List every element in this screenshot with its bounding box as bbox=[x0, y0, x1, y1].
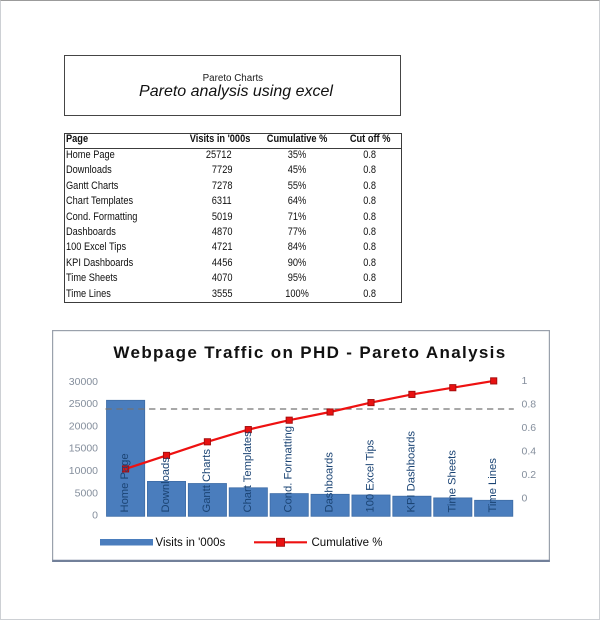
svg-text:Webpage Traffic on PHD - Paret: Webpage Traffic on PHD - Pareto Analysis bbox=[113, 343, 506, 362]
svg-text:Gantt Charts: Gantt Charts bbox=[201, 449, 213, 513]
svg-text:Visits in '000s: Visits in '000s bbox=[156, 537, 226, 549]
svg-text:0: 0 bbox=[92, 510, 98, 522]
svg-text:Cond. Formatting: Cond. Formatting bbox=[283, 426, 295, 512]
svg-text:Dashboards: Dashboards bbox=[324, 452, 336, 513]
svg-text:20000: 20000 bbox=[69, 420, 98, 432]
svg-text:10000: 10000 bbox=[69, 465, 98, 477]
svg-text:Cumulative %: Cumulative % bbox=[312, 537, 383, 549]
svg-text:100 Excel Tips: 100 Excel Tips bbox=[365, 439, 377, 512]
svg-text:0.4: 0.4 bbox=[522, 446, 537, 458]
svg-text:Home Page: Home Page bbox=[119, 453, 131, 512]
svg-text:25000: 25000 bbox=[69, 398, 98, 410]
svg-text:30000: 30000 bbox=[69, 376, 98, 388]
svg-text:Time Lines: Time Lines bbox=[487, 458, 499, 513]
svg-text:0.6: 0.6 bbox=[522, 422, 537, 434]
svg-text:Downloads: Downloads bbox=[160, 457, 172, 513]
svg-text:0: 0 bbox=[522, 493, 528, 505]
svg-text:Time Sheets: Time Sheets bbox=[446, 450, 458, 513]
svg-text:Chart Templates: Chart Templates bbox=[242, 431, 254, 513]
svg-text:0.2: 0.2 bbox=[522, 469, 537, 481]
svg-text:KPI Dashboards: KPI Dashboards bbox=[405, 431, 417, 513]
svg-text:5000: 5000 bbox=[75, 487, 99, 499]
svg-text:0.8: 0.8 bbox=[522, 399, 537, 411]
svg-text:15000: 15000 bbox=[69, 443, 98, 455]
svg-text:1: 1 bbox=[522, 375, 528, 387]
